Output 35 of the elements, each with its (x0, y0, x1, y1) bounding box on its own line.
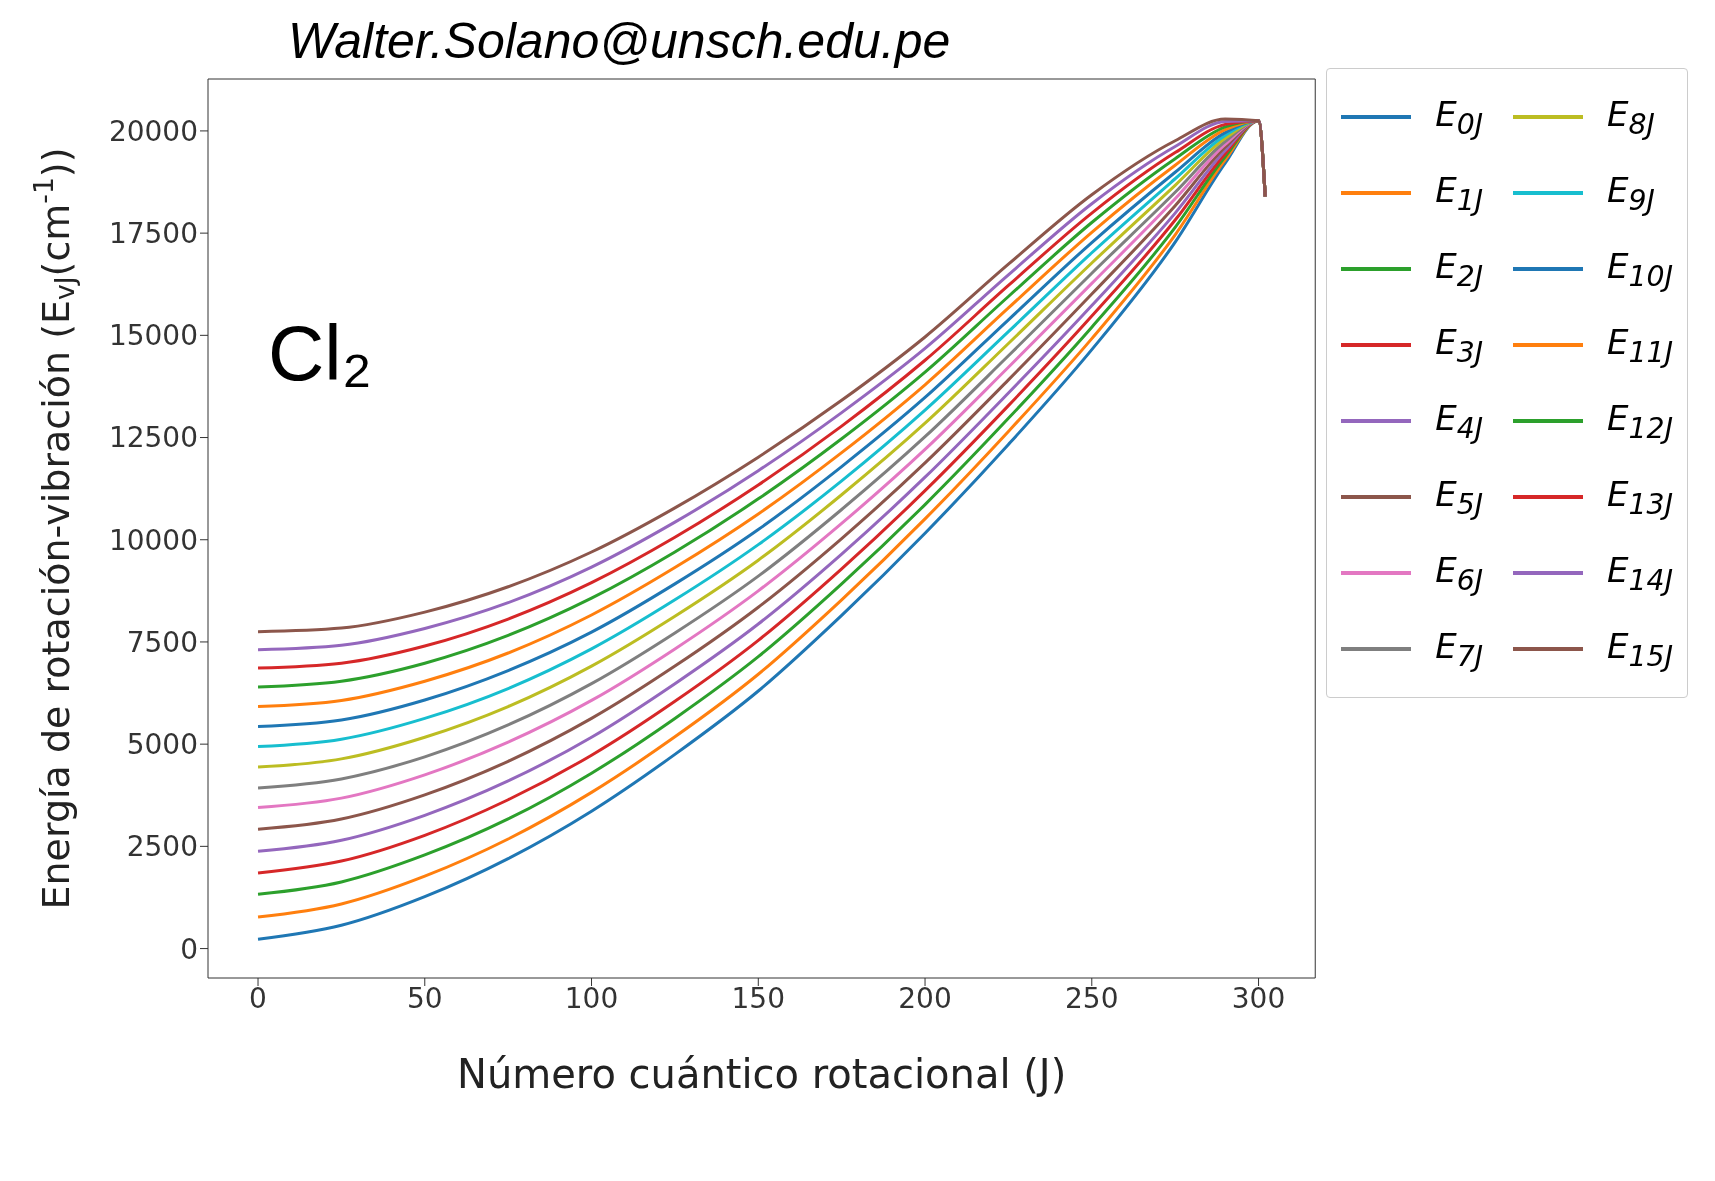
x-tick-label: 50 (406, 981, 443, 1015)
y-tick-label: 0 (180, 932, 198, 966)
legend-label: E$_{6J}$ (1435, 549, 1484, 597)
legend-label: E$_{7J}$ (1435, 625, 1484, 673)
legend-label: E$_{4J}$ (1435, 397, 1484, 445)
x-tick-label: 300 (1231, 981, 1286, 1015)
x-tick-label: 150 (731, 981, 786, 1015)
legend-label: E$_{13J}$ (1607, 473, 1673, 521)
legend-label: E$_{2J}$ (1435, 245, 1484, 293)
y-tick-label: 10000 (108, 523, 198, 557)
legend-label: E$_{8J}$ (1607, 93, 1655, 141)
x-axis-title: Número cuántico rotacional (J) (456, 1051, 1067, 1097)
x-tick-label: 100 (564, 981, 619, 1015)
x-tick-label: 200 (898, 981, 952, 1015)
y-tick-label: 7500 (126, 625, 198, 659)
legend-label: E$_{5J}$ (1435, 473, 1484, 521)
text: Walter.Solano@unsch.edu.pe (288, 12, 951, 70)
legend-label: E$_{12J}$ (1607, 397, 1673, 445)
legend-label: E$_{10J}$ (1607, 245, 1673, 293)
y-tick-label: 2500 (126, 830, 198, 864)
legend-label: E$_{9J}$ (1607, 169, 1655, 217)
y-tick-label: 5000 (126, 728, 198, 762)
legend-label: E$_{11J}$ (1607, 321, 1673, 369)
legend-label: E$_{15J}$ (1607, 625, 1673, 673)
x-tick-label: 250 (1065, 981, 1119, 1015)
legend-label: E$_{14J}$ (1607, 549, 1673, 597)
y-tick-label: 12500 (108, 421, 198, 455)
x-tick-label: 0 (249, 981, 267, 1015)
y-tick-label: 15000 (108, 319, 198, 353)
legend-label: E$_{3J}$ (1435, 321, 1484, 369)
annotation: Cl₂ (268, 308, 372, 399)
y-tick-label: 20000 (108, 114, 198, 148)
legend-label: E$_{1J}$ (1435, 169, 1484, 217)
y-tick-label: 17500 (108, 217, 198, 251)
legend-label: E$_{0J}$ (1435, 93, 1484, 141)
